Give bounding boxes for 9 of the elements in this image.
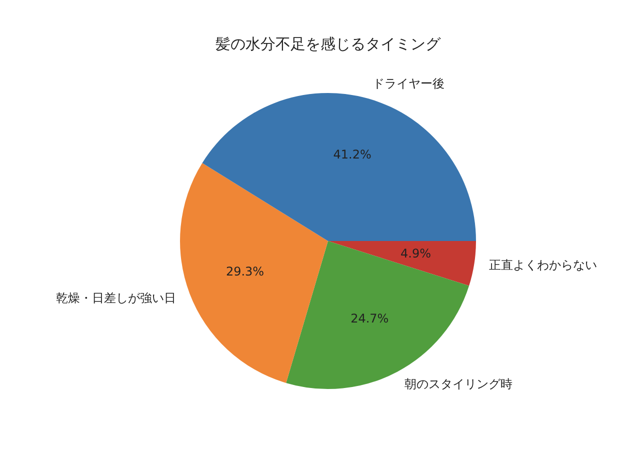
- data-label: 29.3%: [226, 264, 264, 279]
- data-label: 4.9%: [400, 246, 431, 261]
- slice-label: 朝のスタイリング時: [404, 376, 512, 391]
- data-label: 24.7%: [350, 312, 389, 326]
- data-label: 41.2%: [333, 148, 372, 162]
- slice-label: ドライヤー後: [372, 76, 445, 91]
- slice-label: 乾燥・日差しが強い日: [56, 291, 176, 306]
- chart-title: 髪の水分不足を感じるタイミング: [216, 34, 442, 53]
- slice-label: 正直よくわからない: [488, 258, 597, 272]
